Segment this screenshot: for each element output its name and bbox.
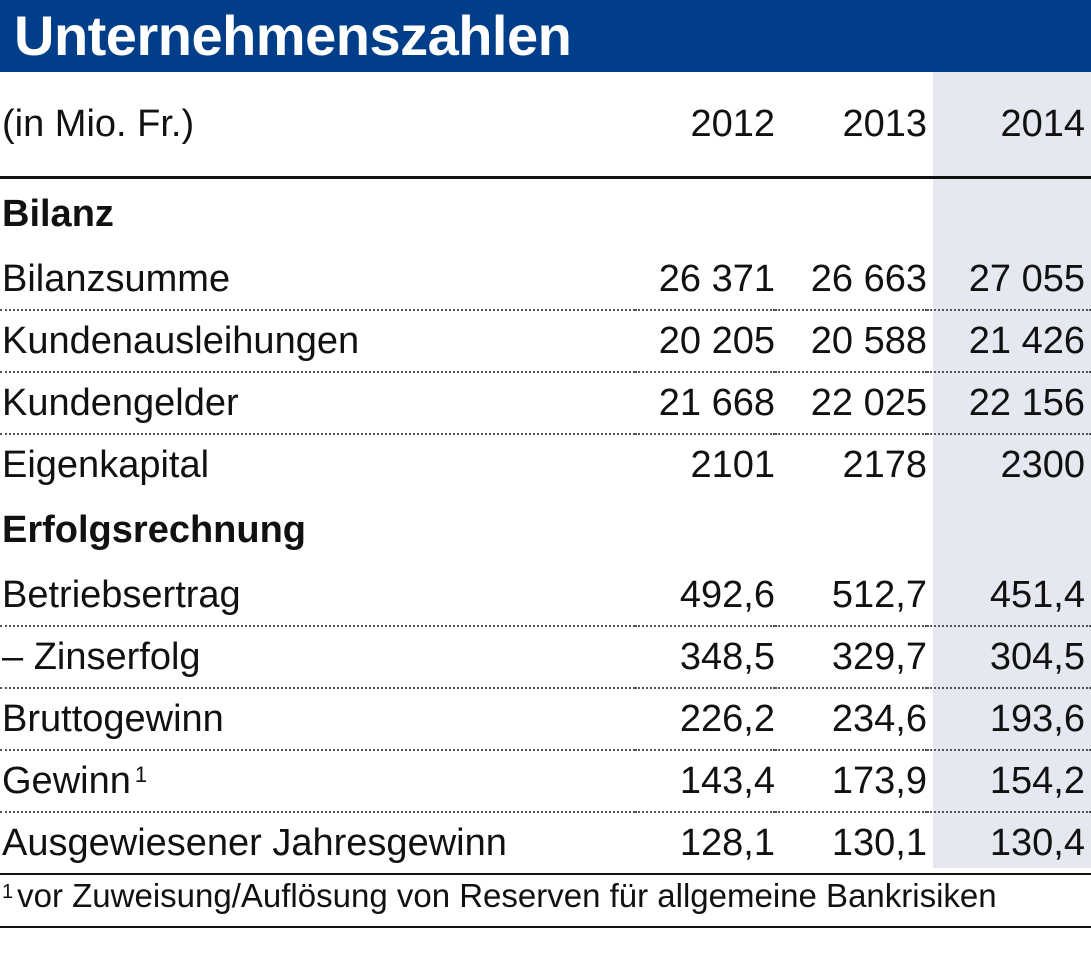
- row-label: Kundengelder: [0, 372, 635, 435]
- footnote: 1 vor Zuweisung/Auflösung von Reserven fü…: [2, 874, 997, 918]
- row-label: Betriebsertrag: [0, 565, 635, 627]
- row-label: Ausgewiesener Jahresgewinn: [0, 812, 635, 875]
- table-row: Ausgewiesener Jahresgewinn 128,1 130,1 1…: [0, 812, 1091, 875]
- unit-label: (in Mio. Fr.): [0, 72, 635, 179]
- cell-value: 143,4: [635, 750, 775, 813]
- cell-value: 154,2: [927, 750, 1091, 813]
- financial-table: (in Mio. Fr.) 2012 2013 2014 Bilanz Bila…: [0, 72, 1091, 875]
- cell-value: 2300: [1000, 444, 1085, 486]
- cell-value: 2101: [690, 444, 775, 486]
- year-header: 2013: [775, 72, 927, 179]
- cell-value: 234,6: [775, 688, 927, 751]
- title-bar: Unternehmenszahlen: [0, 0, 1091, 72]
- cell-value: 22 156: [927, 372, 1091, 435]
- cell-value: 21 668: [635, 372, 775, 435]
- row-label-with-footnote: Gewinn 1: [0, 750, 635, 813]
- cell-value: 193,6: [927, 688, 1091, 751]
- cell-value: 22 025: [775, 372, 927, 435]
- cell-value: 128,1: [635, 812, 775, 875]
- cell-value: 492,6: [635, 565, 775, 627]
- row-label: Kundenausleihungen: [0, 310, 635, 373]
- section-heading-row: Erfolgsrechnung: [0, 495, 1091, 565]
- table-row: Kundengelder 21 668 22 025 22 156: [0, 372, 1091, 435]
- table-row: Bruttogewinn 226,2 234,6 193,6: [0, 688, 1091, 751]
- cell-value: 20 205: [635, 310, 775, 373]
- cell-value: 226,2: [635, 688, 775, 751]
- table-row: Kundenausleihungen 20 205 20 588 21 426: [0, 310, 1091, 373]
- cell-value: 26 663: [775, 249, 927, 311]
- table-row: Bilanzsumme 26 371 26 663 27 055: [0, 249, 1091, 311]
- cell-value: 130,1: [775, 812, 927, 875]
- cell-value: 21 426: [927, 310, 1091, 373]
- section-heading: Erfolgsrechnung: [2, 509, 307, 551]
- table-row: Betriebsertrag 492,6 512,7 451,4: [0, 565, 1091, 627]
- cell-value: 26 371: [635, 249, 775, 311]
- footnote-text: vor Zuweisung/Auflösung von Reserven für…: [17, 877, 997, 914]
- table-row: Eigenkapital 2101 2178 2300: [0, 434, 1091, 495]
- year-header: 2014: [927, 72, 1091, 179]
- table-title: Unternehmenszahlen: [14, 4, 572, 67]
- footnote-mark: 1: [134, 762, 148, 787]
- cell-value: 329,7: [775, 626, 927, 689]
- cell-value: 304,5: [927, 626, 1091, 689]
- header-row: (in Mio. Fr.) 2012 2013 2014: [0, 72, 1091, 179]
- cell-value: 348,5: [635, 626, 775, 689]
- cell-value: 512,7: [775, 565, 927, 627]
- row-label: Bruttogewinn: [0, 688, 635, 751]
- cell-value: 451,4: [927, 565, 1091, 627]
- row-label: Gewinn: [2, 760, 131, 802]
- table-row: – Zinserfolg 348,5 329,7 304,5: [0, 626, 1091, 689]
- row-label: Eigenkapital: [2, 444, 210, 486]
- cell-value: 173,9: [775, 750, 927, 813]
- bottom-divider: [0, 926, 1091, 928]
- table-row: Gewinn 1 143,4 173,9 154,2: [0, 750, 1091, 813]
- section-heading: Bilanz: [2, 193, 114, 235]
- cell-value: 27 055: [927, 249, 1091, 311]
- cell-value: 2178: [842, 444, 927, 486]
- section-heading-row: Bilanz: [0, 178, 1091, 250]
- cell-value: 20 588: [775, 310, 927, 373]
- footnote-mark: 1: [2, 881, 14, 903]
- year-header: 2012: [635, 72, 775, 179]
- cell-value: 130,4: [927, 812, 1091, 875]
- row-label: – Zinserfolg: [0, 626, 635, 689]
- row-label: Bilanzsumme: [0, 249, 635, 311]
